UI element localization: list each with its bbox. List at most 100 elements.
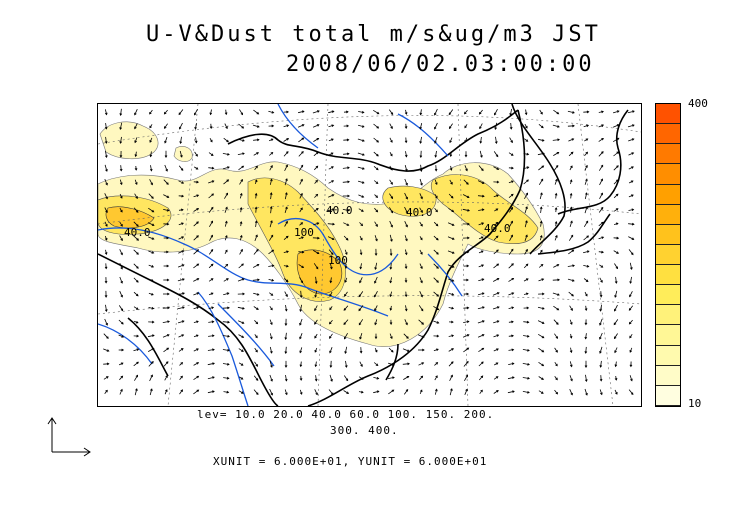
wind-arrow: [492, 306, 500, 310]
wind-arrowhead: [601, 124, 604, 127]
wind-arrowhead: [256, 264, 260, 267]
wind-arrow: [477, 195, 485, 197]
wind-arrow: [553, 319, 559, 325]
dust-field: [98, 121, 545, 347]
wind-arrow: [209, 221, 213, 227]
wind-arrowhead: [227, 348, 230, 352]
wind-arrow: [164, 123, 168, 129]
wind-arrow: [314, 305, 318, 311]
wind-arrowhead: [467, 222, 470, 226]
wind-arrow: [464, 375, 468, 381]
wind-arrow: [223, 292, 229, 296]
wind-arrow: [268, 279, 274, 281]
wind-arrowhead: [481, 334, 485, 337]
wind-arrow: [163, 179, 169, 185]
wind-arrowhead: [301, 137, 305, 141]
wind-arrow: [133, 221, 139, 227]
wind-arrowhead: [119, 168, 123, 172]
wind-arrowhead: [525, 139, 529, 142]
wind-arrow: [479, 109, 483, 115]
wind-arrowhead: [239, 234, 243, 238]
plot-title: U-V&Dust total m/s&ug/m3 JST: [146, 22, 601, 47]
wind-arrowhead: [555, 178, 558, 182]
wind-arrowhead: [360, 237, 363, 241]
wind-arrow: [343, 390, 349, 394]
wind-arrowhead: [420, 196, 423, 200]
wind-arrow: [462, 334, 470, 338]
wind-arrow: [357, 138, 365, 142]
wind-arrowhead: [119, 141, 123, 144]
wind-arrowhead: [361, 125, 365, 128]
wind-arrow: [178, 236, 184, 240]
wind-arrow: [313, 138, 319, 142]
wind-arrowhead: [585, 178, 588, 182]
wind-arrowhead: [450, 195, 454, 199]
wind-arrowhead: [600, 265, 604, 268]
wind-arrowhead: [406, 375, 410, 379]
wind-arrow: [210, 109, 212, 115]
wind-arrowhead: [496, 194, 499, 198]
wind-arrow: [462, 194, 470, 198]
wind-arrow: [193, 194, 199, 198]
wind-arrowhead: [134, 182, 138, 186]
wind-arrowhead: [317, 236, 320, 240]
colorbar-swatch: [656, 305, 680, 326]
wind-arrowhead: [541, 335, 545, 339]
wind-arrow: [374, 221, 378, 227]
wind-arrowhead: [480, 155, 483, 158]
wind-arrowhead: [270, 151, 274, 155]
wind-arrowhead: [285, 151, 289, 154]
wind-arrow: [389, 123, 393, 129]
wind-arrow: [193, 375, 199, 381]
wind-arrowhead: [284, 351, 288, 354]
wind-arrowhead: [570, 392, 573, 396]
wind-arrowhead: [166, 278, 170, 282]
wind-arrowhead: [615, 208, 619, 211]
wind-arrowhead: [556, 111, 560, 115]
wind-arrowhead: [628, 321, 632, 325]
wind-arrowhead: [555, 391, 558, 395]
wind-arrowhead: [331, 166, 334, 169]
wind-arrowhead: [164, 155, 168, 158]
wind-arrowhead: [555, 249, 559, 252]
wind-arrow: [344, 291, 348, 297]
wind-arrow: [373, 151, 379, 157]
wind-arrow: [599, 332, 603, 340]
wind-arrowhead: [451, 223, 455, 226]
wind-arrow: [103, 333, 109, 339]
wind-arrowhead: [571, 138, 575, 141]
wind-arrowhead: [270, 165, 273, 168]
wind-arrowhead: [358, 294, 362, 298]
wind-arrowhead: [630, 392, 634, 396]
wind-arrow: [509, 207, 513, 213]
wind-arrowhead: [434, 112, 437, 116]
wind-arrowhead: [451, 306, 455, 310]
wind-arrowhead: [569, 192, 573, 196]
wind-arrowhead: [196, 320, 199, 324]
wind-arrowhead: [346, 124, 350, 128]
wind-arrow: [493, 334, 499, 338]
colorbar-swatch: [656, 124, 680, 145]
wind-arrow: [163, 209, 169, 211]
wind-arrowhead: [136, 224, 139, 227]
wind-arrowhead: [151, 347, 155, 351]
wind-arrowhead: [301, 236, 304, 240]
wind-arrow: [133, 291, 139, 297]
wind-arrowhead: [616, 151, 620, 155]
wind-arrow: [524, 249, 528, 255]
wind-arrow: [599, 277, 603, 283]
wind-arrowhead: [196, 362, 200, 365]
wind-arrowhead: [271, 264, 275, 268]
wind-arrow: [405, 151, 407, 157]
contour-levels-line1: lev= 10.0 20.0 40.0 60.0 100. 150. 200.: [197, 408, 495, 421]
wind-arrowhead: [225, 263, 229, 267]
wind-arrowhead: [436, 252, 439, 255]
wind-arrowhead: [540, 111, 543, 115]
wind-arrow: [553, 249, 559, 255]
wind-arrowhead: [315, 165, 319, 169]
wind-arrowhead: [614, 378, 618, 381]
wind-arrowhead: [210, 206, 214, 210]
wind-arrow: [177, 264, 185, 268]
wind-arrow: [614, 304, 618, 312]
wind-arrowhead: [374, 294, 377, 298]
